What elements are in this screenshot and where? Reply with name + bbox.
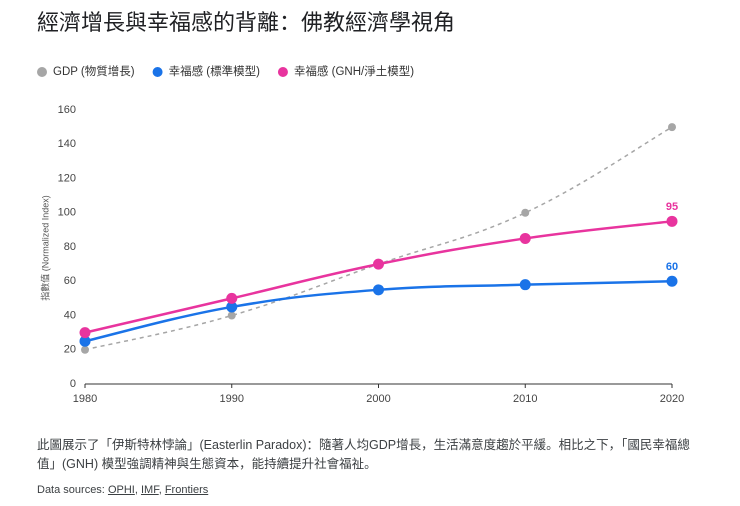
y-tick-label: 160 [58, 104, 76, 116]
data-point [519, 232, 531, 244]
data-point [373, 258, 384, 270]
source-link[interactable]: Frontiers [164, 484, 209, 496]
data-point [668, 123, 676, 132]
y-tick-label: 40 [64, 309, 76, 321]
x-tick-label: 2010 [513, 393, 537, 405]
chart: 經濟增長與幸福感的背離：佛教經濟學視角 指數值 (Normalized Inde… [37, 10, 684, 405]
x-tick-label: 1980 [73, 393, 97, 405]
series-line [84, 220, 673, 334]
legend-label: 幸福感 (GNH/淨土模型) [294, 64, 414, 78]
series: 60 [79, 261, 678, 347]
series-line [84, 126, 673, 351]
data-point [79, 327, 91, 339]
x-tick-label: 2020 [660, 393, 684, 405]
data-point [519, 279, 531, 291]
source-link[interactable]: IMF [140, 484, 159, 496]
chart-title: 經濟增長與幸福感的背離：佛教經濟學視角 [37, 10, 455, 35]
caption: 此圖展示了「伊斯特林悖論」(Easterlin Paradox)：隨著人均GDP… [37, 438, 690, 471]
legend-marker [37, 67, 47, 77]
y-tick-label: 140 [58, 138, 76, 150]
data-point [521, 208, 530, 217]
data-point [81, 345, 89, 354]
sources: Data sources: OPHI, IMF, Frontiers [37, 484, 209, 496]
data-point [226, 292, 238, 304]
data-label: 95 [666, 201, 678, 213]
data-label: 60 [666, 261, 678, 273]
y-tick-label: 60 [64, 275, 76, 287]
source-link[interactable]: OPHI [107, 484, 135, 496]
y-tick-label: 80 [64, 241, 76, 253]
x-tick-label: 1990 [220, 393, 244, 405]
y-tick-label: 100 [58, 207, 76, 219]
data-point [373, 284, 384, 296]
data-point [226, 301, 238, 313]
y-tick-label: 0 [70, 378, 76, 390]
sources-label: Data sources: [37, 484, 105, 496]
data-point [666, 275, 678, 287]
data-point [666, 215, 678, 227]
data-point [79, 335, 91, 347]
legend-label: GDP (物質增長) [53, 64, 135, 78]
series: 95 [79, 201, 678, 339]
data-point [227, 311, 236, 320]
y-axis-label: 指數值 (Normalized Index) [39, 195, 50, 301]
legend-marker [277, 67, 288, 77]
legend-label: 幸福感 (標準模型) [169, 64, 261, 78]
y-tick-label: 120 [58, 172, 76, 184]
x-tick-label: 2000 [366, 393, 390, 405]
legend-marker [152, 67, 163, 77]
y-tick-label: 20 [64, 344, 76, 356]
